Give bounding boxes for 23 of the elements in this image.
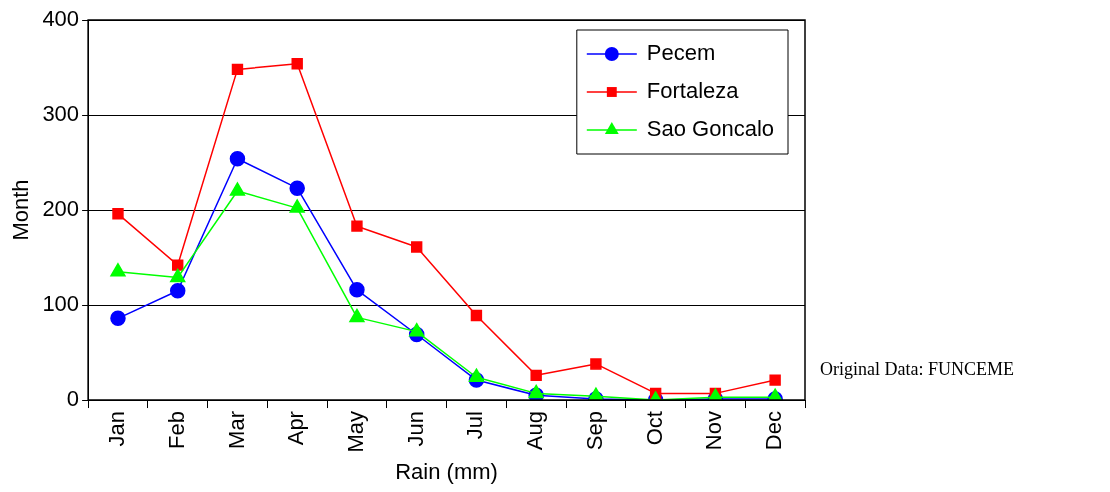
x-tick-label: Aug (522, 411, 548, 451)
x-tick-label: Sep (581, 411, 607, 451)
y-axis-title: Month (8, 179, 34, 241)
y-tick-label: 400 (42, 6, 80, 32)
x-tick-label: Dec (761, 411, 787, 451)
x-tick-label: Apr (283, 411, 309, 446)
y-tick-label: 300 (42, 101, 80, 127)
legend-label: Sao Goncalo (646, 116, 774, 142)
legend-label: Pecem (646, 40, 716, 66)
y-tick-label: 200 (42, 196, 80, 222)
y-tick-label: 100 (42, 291, 80, 317)
x-tick-label: Oct (641, 411, 667, 446)
y-tick-label: 0 (66, 386, 80, 412)
x-tick-label: May (343, 411, 368, 453)
x-tick-label: Jan (104, 411, 130, 447)
x-tick-label: Nov (701, 411, 727, 451)
text: Original Data: FUNCEME (820, 358, 1014, 379)
x-tick-label: Feb (163, 411, 189, 449)
x-tick-label: Jul (462, 411, 488, 440)
x-tick-label: Mar (223, 411, 249, 449)
legend-label: Fortaleza (646, 78, 740, 104)
x-axis-title: Rain (mm) (395, 458, 498, 484)
x-tick-label: Jun (402, 411, 428, 447)
